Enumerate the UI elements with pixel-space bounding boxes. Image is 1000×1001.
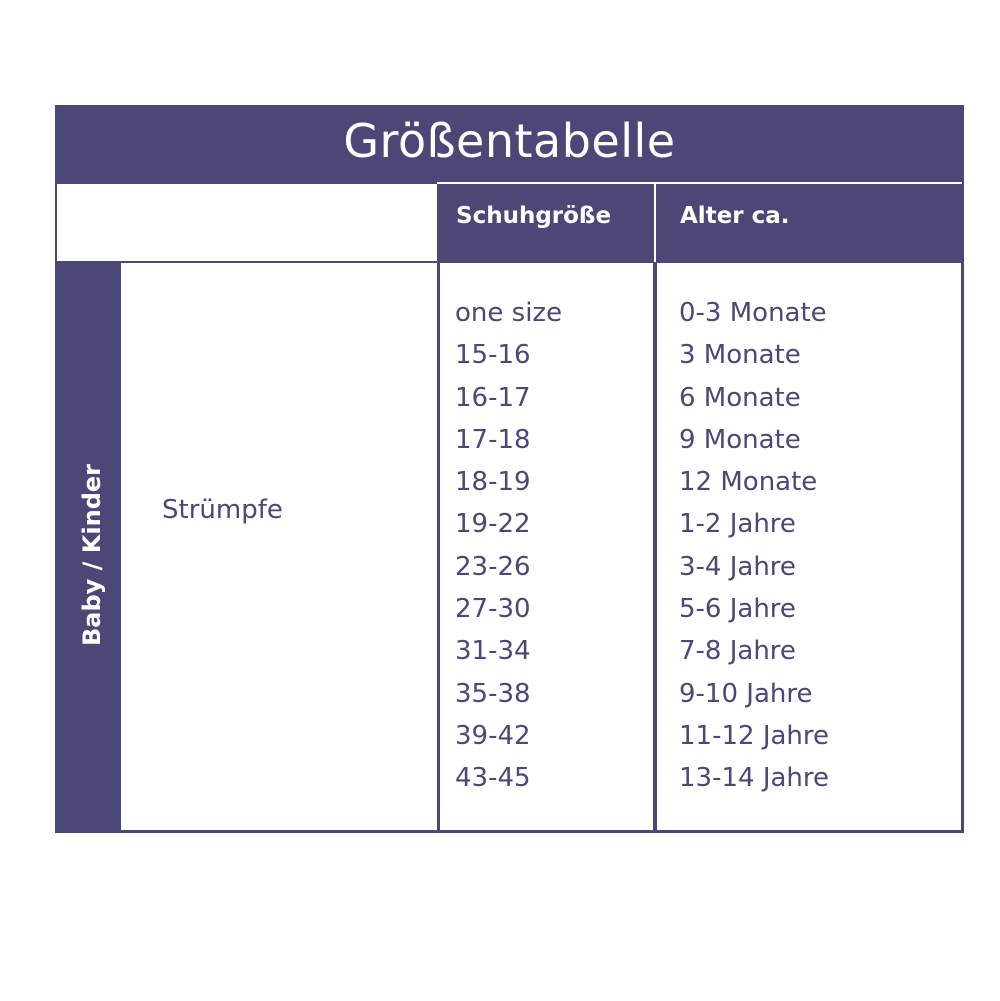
age-value: 11-12 Jahre [679, 720, 830, 751]
size-value: 39-42 [455, 720, 531, 751]
age-value: 7-8 Jahre [679, 636, 796, 667]
age-value: 0-3 Monate [679, 298, 827, 328]
size-value: 35-38 [455, 678, 531, 709]
age-cell [657, 263, 961, 830]
age-value: 1-2 Jahre [679, 509, 796, 540]
age-value: 9 Monate [679, 424, 801, 455]
size-column: one size 15-16 16-17 17-18 18-19 19-22 2… [455, 292, 562, 800]
size-value: 31-34 [455, 636, 531, 667]
header-shoe-size: Schuhgröße [456, 203, 612, 229]
header-divider [654, 184, 656, 262]
product-label: Strümpfe [162, 495, 283, 525]
size-value: 18-19 [455, 467, 531, 498]
header-blank-cell [57, 184, 437, 261]
size-value: 15-16 [455, 340, 531, 371]
size-value: 16-17 [455, 382, 531, 413]
age-value: 3 Monate [679, 340, 801, 371]
size-value: 27-30 [455, 594, 531, 625]
size-value: 43-45 [455, 763, 531, 794]
size-cell [440, 263, 653, 830]
size-value: 23-26 [455, 551, 531, 582]
age-value: 13-14 Jahre [679, 763, 830, 794]
title-divider [437, 182, 962, 184]
size-value: 19-22 [455, 509, 531, 540]
age-value: 12 Monate [679, 467, 818, 498]
age-column: 0-3 Monate 3 Monate 6 Monate 9 Monate 12… [679, 292, 829, 800]
page-title: Größentabelle [343, 114, 676, 168]
age-value: 5-6 Jahre [679, 594, 796, 625]
size-value: one size [455, 298, 563, 328]
category-label: Baby / Kinder [78, 464, 106, 646]
age-value: 3-4 Jahre [679, 551, 796, 582]
age-value: 6 Monate [679, 382, 801, 413]
size-value: 17-18 [455, 424, 531, 455]
header-age: Alter ca. [680, 203, 790, 229]
age-value: 9-10 Jahre [679, 678, 813, 709]
product-cell [121, 263, 437, 830]
